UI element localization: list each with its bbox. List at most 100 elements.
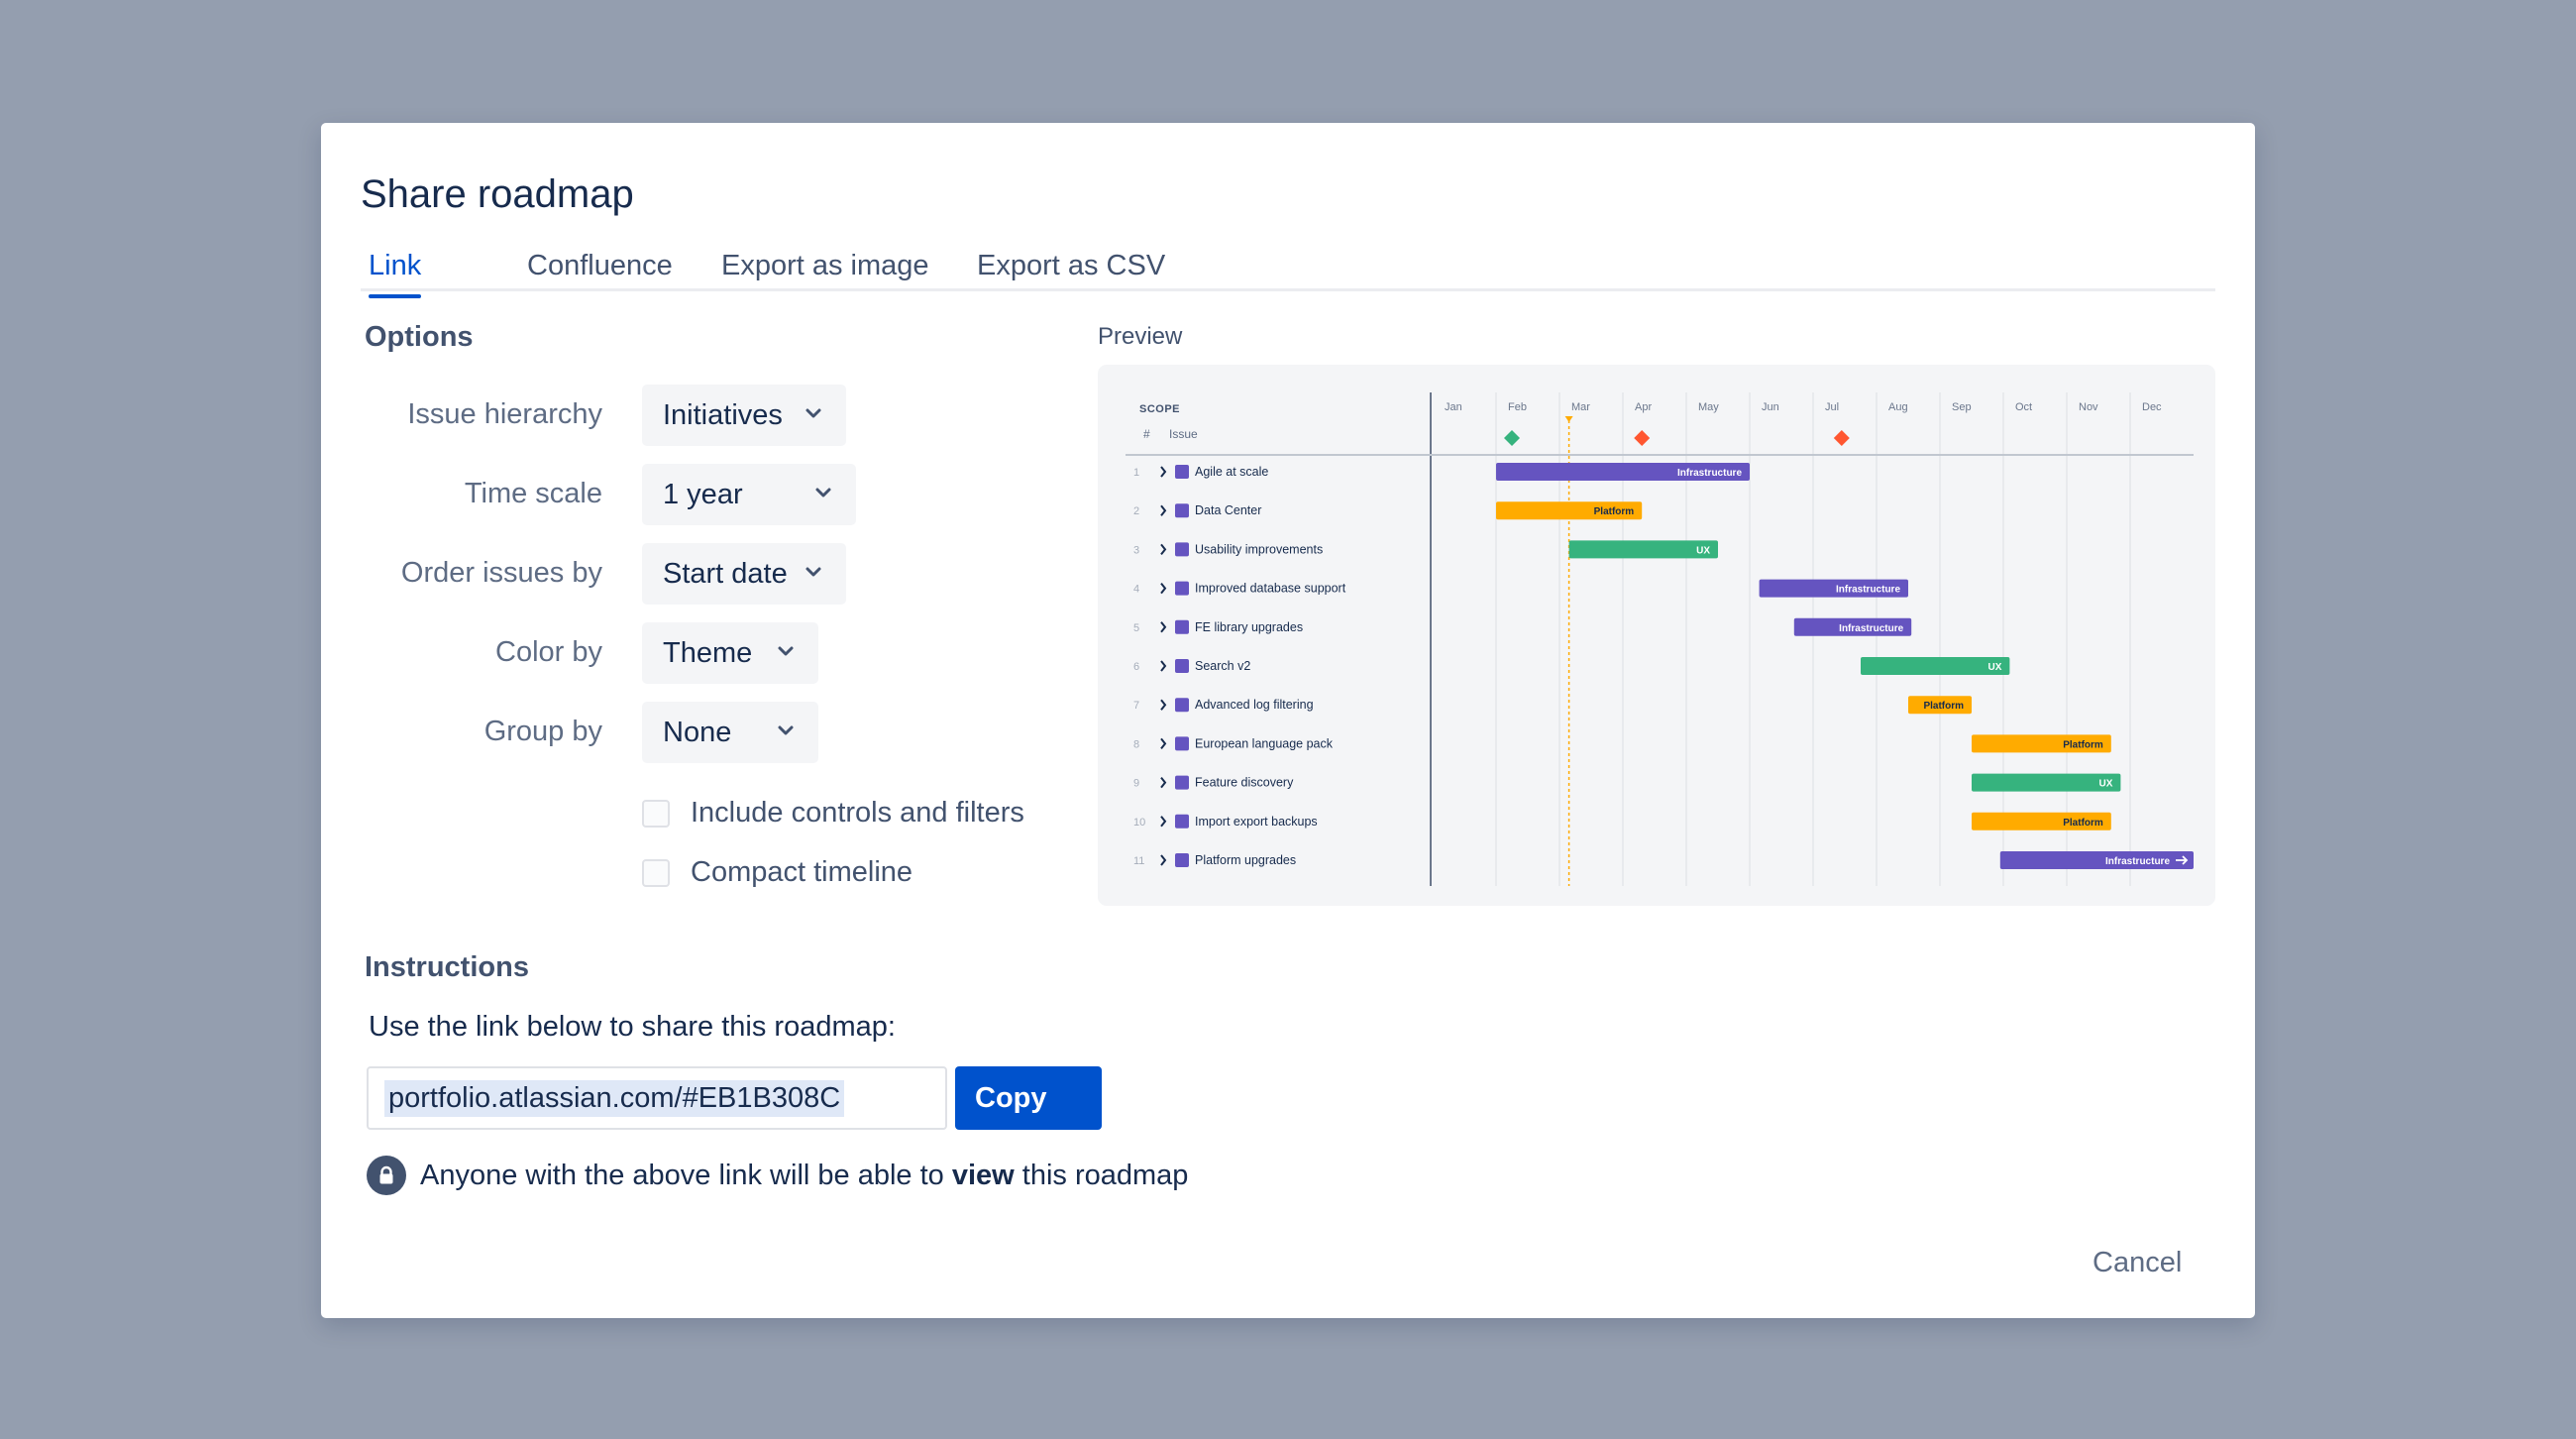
bar-theme-label: Platform [1594,506,1635,517]
initiative-icon [1175,503,1189,518]
permission-notice: Anyone with the above link will be able … [367,1156,1188,1195]
month-label: Feb [1508,401,1527,413]
month-label: Oct [2015,401,2032,413]
timeline-bar [1496,463,1750,481]
row-number: 4 [1133,584,1139,596]
color-by-value: Theme [663,636,753,669]
initiative-icon [1175,736,1189,751]
chevron-down-icon [778,646,794,656]
milestone-diamond [1504,430,1520,446]
bar-theme-label: UX [2098,779,2112,790]
time-scale-select[interactable]: 1 year [642,464,856,525]
month-label: Jul [1825,401,1839,413]
notice-suffix: this roadmap [1014,1159,1189,1191]
issue-column-header: Issue [1169,427,1198,441]
timeline-bar [1972,734,2111,753]
arrow-right-icon [2176,855,2189,865]
month-label: Jan [1445,401,1462,413]
chevron-down-icon [778,725,794,735]
timeline-bar [1908,696,1972,715]
row-number: 7 [1133,700,1139,712]
row-number: 2 [1133,505,1139,517]
issue-name: Feature discovery [1195,776,1294,790]
instructions-text: Use the link below to share this roadmap… [369,1011,896,1043]
color-by-select[interactable]: Theme [642,622,818,684]
scope-header: SCOPE [1139,403,1180,415]
tab-export-csv[interactable]: Export as CSV [977,250,1166,281]
timeline-bar [1759,579,1908,598]
today-marker [1564,416,1573,422]
share-link-value: portfolio.atlassian.com/#EB1B308C [384,1079,845,1117]
order-issues-select[interactable]: Start date [642,543,846,605]
tab-link[interactable]: Link [369,250,422,298]
bar-theme-label: Infrastructure [1839,623,1903,634]
row-number: 6 [1133,661,1139,673]
bar-theme-label: Platform [2063,818,2103,829]
compact-timeline-label: Compact timeline [691,856,913,888]
compact-timeline-checkbox[interactable] [642,858,670,887]
share-link-field[interactable]: portfolio.atlassian.com/#EB1B308C [367,1066,947,1130]
lock-icon [367,1156,406,1195]
number-column-header: # [1143,427,1150,441]
timeline-bar [1793,617,1912,636]
initiative-icon [1175,465,1189,479]
dialog-title: Share roadmap [361,172,634,216]
include-controls-label: Include controls and filters [691,797,1024,829]
options-heading: Options [365,321,474,353]
row-number: 3 [1133,544,1139,556]
chevron-right-icon [1160,776,1167,789]
tab-confluence[interactable]: Confluence [527,250,673,281]
issue-hierarchy-select[interactable]: Initiatives [642,385,846,446]
initiative-icon [1175,853,1189,867]
permission-notice-text: Anyone with the above link will be able … [420,1160,1188,1192]
bar-theme-label: Infrastructure [1677,468,1742,479]
chevron-right-icon [1160,543,1167,556]
month-label: Dec [2142,401,2162,413]
chevron-down-icon [815,488,831,498]
initiative-icon [1175,814,1189,829]
chevron-right-icon [1160,699,1167,711]
color-by-label: Color by [495,636,602,668]
chevron-right-icon [1160,466,1167,478]
issue-name: Platform upgrades [1195,853,1296,867]
compact-timeline-row: Compact timeline [642,856,912,889]
issue-name: FE library upgrades [1195,620,1303,634]
group-by-select[interactable]: None [642,702,818,763]
bar-theme-label: Platform [2063,739,2103,750]
milestone-diamond [1634,430,1651,446]
initiative-icon [1175,775,1189,790]
bar-theme-label: Platform [1923,701,1964,712]
month-label: Nov [2079,401,2098,413]
row-number: 1 [1133,467,1139,479]
month-label: Jun [1762,401,1779,413]
row-number: 8 [1133,738,1139,750]
timeline-bar [1972,812,2111,830]
preview-label: Preview [1098,323,1183,350]
order-issues-value: Start date [663,557,788,590]
month-label: Aug [1888,401,1908,413]
issue-name: Search v2 [1195,659,1250,673]
copy-button[interactable]: Copy [955,1066,1102,1130]
issue-name: Improved database support [1195,582,1346,596]
time-scale-value: 1 year [663,478,743,510]
chevron-right-icon [1160,816,1167,828]
month-label: Mar [1571,401,1590,413]
chevron-right-icon [1160,737,1167,750]
issue-name: Usability improvements [1195,542,1323,556]
month-label: May [1698,401,1719,413]
chevron-right-icon [1160,504,1167,516]
include-controls-checkbox[interactable] [642,799,670,828]
chevron-down-icon [805,408,821,418]
notice-prefix: Anyone with the above link will be able … [420,1159,952,1191]
issue-name: Import export backups [1195,815,1318,829]
tab-bar: Link Confluence Export as image Export a… [361,242,2215,298]
timeline-bar [1861,657,2010,675]
tab-export-image[interactable]: Export as image [721,250,929,281]
group-by-value: None [663,716,732,748]
group-by-label: Group by [483,716,602,747]
cancel-button[interactable]: Cancel [2093,1247,2183,1278]
month-label: Apr [1635,401,1652,413]
row-number: 11 [1133,855,1144,867]
bar-theme-label: UX [1987,662,2001,673]
issue-hierarchy-label: Issue hierarchy [407,398,602,430]
